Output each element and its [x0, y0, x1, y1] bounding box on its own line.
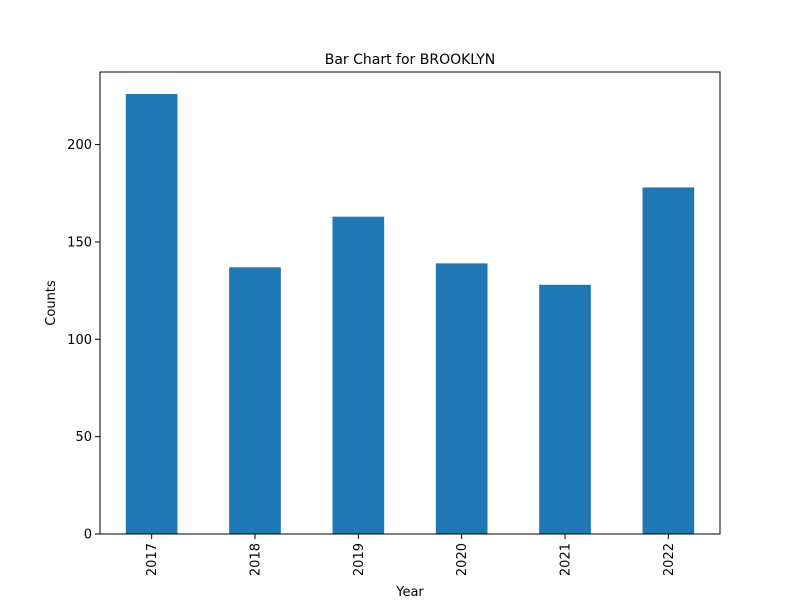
bar-2020 — [435, 263, 488, 534]
bar-2022 — [642, 187, 695, 534]
y-tick-label: 150 — [67, 235, 92, 250]
y-tick-label: 200 — [67, 138, 92, 153]
y-axis: 0 50 100 150 200 — [67, 138, 100, 543]
bar-2019 — [332, 216, 385, 534]
x-tick-label-2019: 2019 — [352, 543, 367, 576]
x-tick-label-2017: 2017 — [145, 543, 160, 576]
x-tick-label-2018: 2018 — [249, 543, 264, 576]
chart-title: Bar Chart for BROOKLYN — [325, 52, 496, 68]
y-tick-label: 50 — [75, 430, 92, 445]
bar-2021 — [539, 284, 591, 534]
plot-area-frame — [99, 71, 721, 535]
x-tick-label-2021: 2021 — [559, 543, 574, 576]
y-tick-label: 100 — [67, 333, 92, 348]
bars-group — [125, 94, 695, 534]
x-axis: 2017 2018 2019 2020 2021 2022 — [145, 534, 677, 576]
x-tick-label-2020: 2020 — [455, 543, 470, 576]
bar-2018 — [229, 267, 281, 534]
x-tick-label-2022: 2022 — [662, 543, 677, 576]
x-axis-label: Year — [395, 585, 424, 600]
y-tick-label: 0 — [84, 528, 92, 543]
y-axis-label: Counts — [44, 280, 59, 326]
bar-2017 — [125, 94, 178, 534]
